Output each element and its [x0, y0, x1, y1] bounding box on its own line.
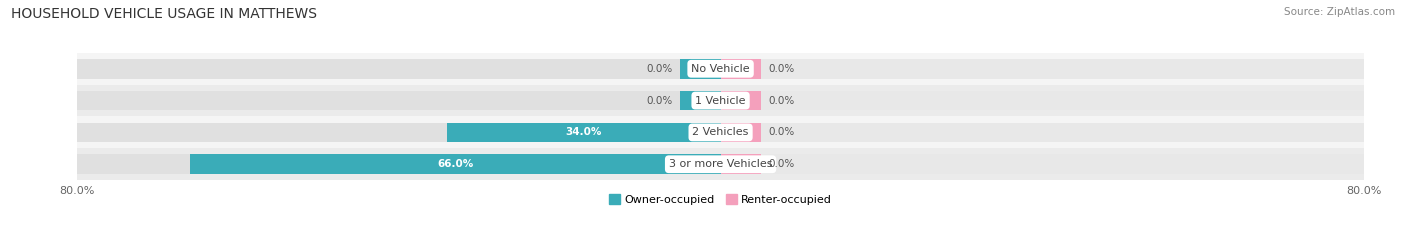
Bar	[77, 59, 721, 79]
Text: HOUSEHOLD VEHICLE USAGE IN MATTHEWS: HOUSEHOLD VEHICLE USAGE IN MATTHEWS	[11, 7, 318, 21]
Legend: Owner-occupied, Renter-occupied: Owner-occupied, Renter-occupied	[609, 195, 832, 205]
Text: 34.0%: 34.0%	[565, 127, 602, 137]
Bar	[721, 59, 761, 79]
Bar	[681, 91, 721, 110]
Bar	[721, 154, 1364, 174]
Text: 1 Vehicle: 1 Vehicle	[696, 96, 745, 106]
Text: 0.0%: 0.0%	[769, 159, 794, 169]
Bar	[721, 123, 1364, 142]
Bar	[447, 123, 721, 142]
Text: 0.0%: 0.0%	[769, 127, 794, 137]
Bar	[77, 148, 1364, 180]
Bar	[681, 59, 721, 79]
Bar	[77, 53, 1364, 85]
Text: No Vehicle: No Vehicle	[692, 64, 749, 74]
Bar	[721, 154, 761, 174]
Bar	[77, 85, 1364, 116]
Text: 0.0%: 0.0%	[769, 64, 794, 74]
Bar	[721, 59, 1364, 79]
Bar	[721, 123, 761, 142]
Text: 3 or more Vehicles: 3 or more Vehicles	[669, 159, 772, 169]
Bar	[721, 91, 1364, 110]
Text: 0.0%: 0.0%	[647, 96, 672, 106]
Bar	[190, 154, 721, 174]
Text: 66.0%: 66.0%	[437, 159, 474, 169]
Bar	[77, 154, 721, 174]
Bar	[721, 91, 761, 110]
Bar	[77, 116, 1364, 148]
Text: 2 Vehicles: 2 Vehicles	[692, 127, 749, 137]
Text: 0.0%: 0.0%	[769, 96, 794, 106]
Bar	[77, 123, 721, 142]
Text: 0.0%: 0.0%	[647, 64, 672, 74]
Bar	[77, 91, 721, 110]
Text: Source: ZipAtlas.com: Source: ZipAtlas.com	[1284, 7, 1395, 17]
